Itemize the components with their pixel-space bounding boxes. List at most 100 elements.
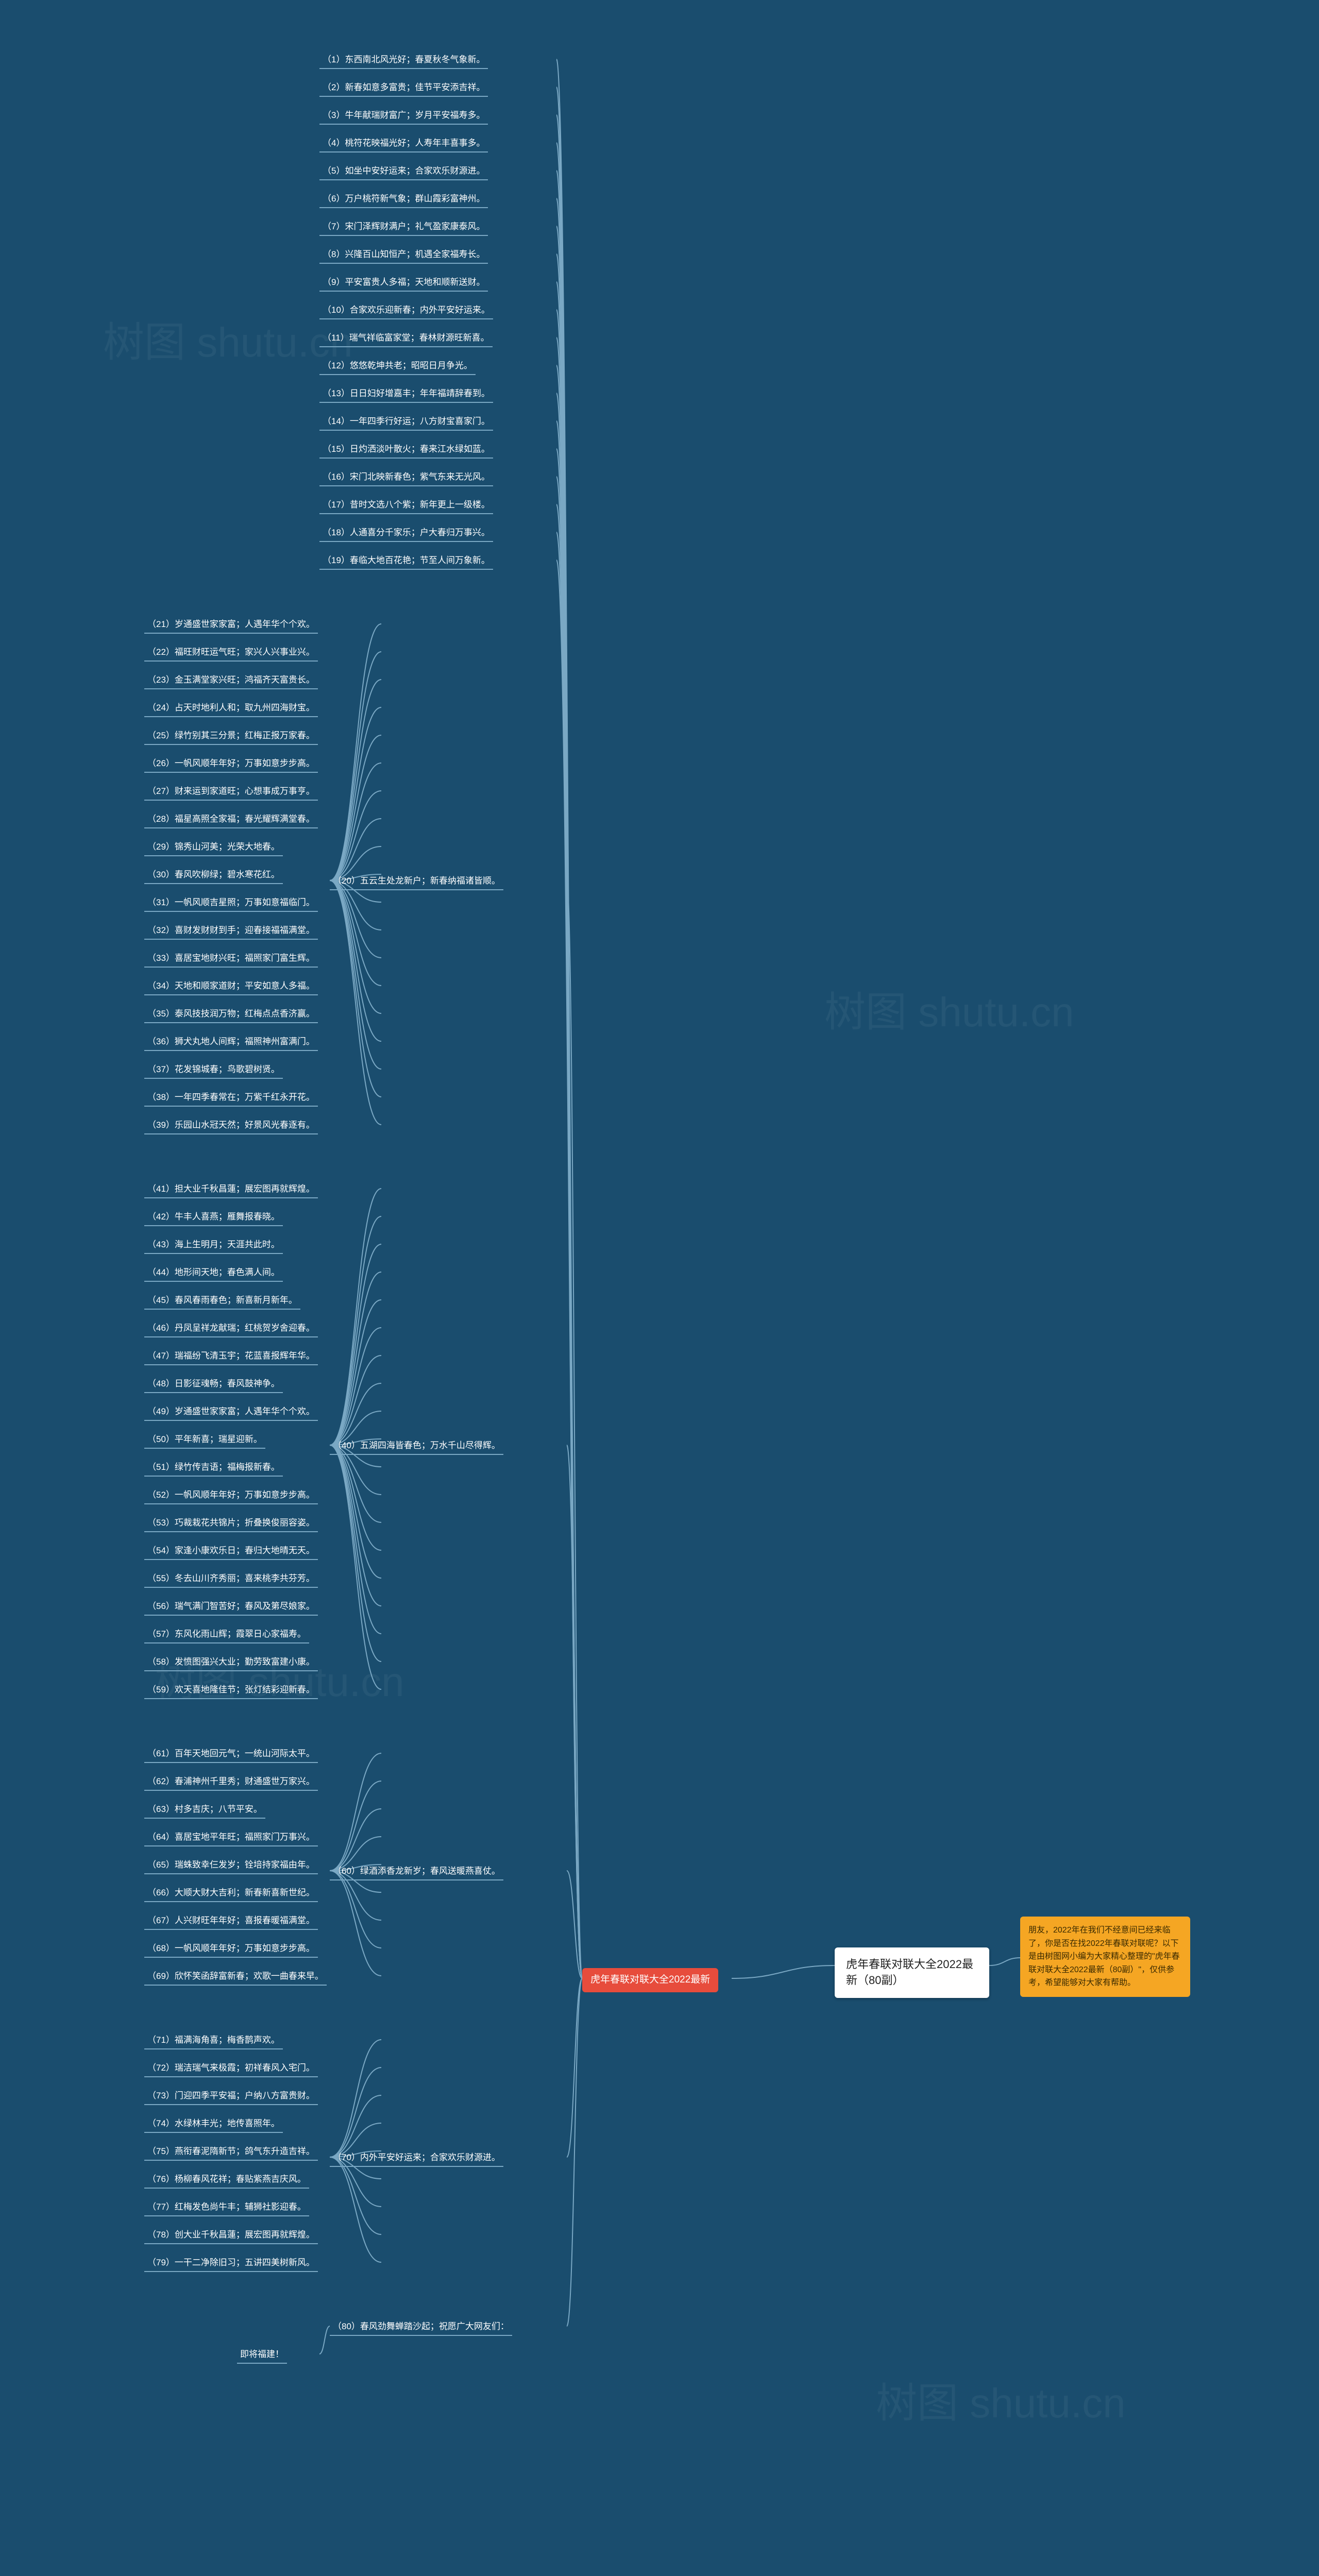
leaf-69[interactable]: （69）欣怀笑函辞富新春；欢歌一曲春来早。 <box>144 1968 327 1986</box>
leaf-28[interactable]: （28）福星高照全家福；春光耀辉满堂春。 <box>144 811 318 828</box>
leaf-48[interactable]: （48）日影征魂畅；春风鼓神争。 <box>144 1376 283 1393</box>
mid-70[interactable]: （70）内外平安好运来；合家欢乐财源进。 <box>330 2149 503 2167</box>
leaf-5[interactable]: （5）如坐中安好运来；合家欢乐财源进。 <box>319 163 488 180</box>
leaf-38[interactable]: （38）一年四季春常在；万紫千红永开花。 <box>144 1089 318 1107</box>
leaf-55[interactable]: （55）冬去山川齐秀丽；喜来桃李共芬芳。 <box>144 1570 318 1588</box>
leaf-62-label: （62）春浦神州千里秀；财通盛世万家兴。 <box>147 1775 315 1788</box>
leaf-4[interactable]: （4）桃符花映福光好；人寿年丰喜事多。 <box>319 135 488 152</box>
leaf-12[interactable]: （12）悠悠乾坤共老；昭昭日月争光。 <box>319 358 476 375</box>
leaf-52[interactable]: （52）一帆风顺年年好；万事如意步步高。 <box>144 1487 318 1504</box>
leaf-3[interactable]: （3）牛年献瑞财富广；岁月平安福寿多。 <box>319 107 488 125</box>
leaf-32[interactable]: （32）喜财发财财到手；迎春接福福满堂。 <box>144 922 318 940</box>
leaf-54[interactable]: （54）家逢小康欢乐日；春归大地晴无天。 <box>144 1543 318 1560</box>
leaf-66[interactable]: （66）大顺大财大吉利；新春新喜新世纪。 <box>144 1885 318 1902</box>
leaf-10[interactable]: （10）合家欢乐迎新春；内外平安好运来。 <box>319 302 493 319</box>
leaf-53[interactable]: （53）巧裁栽花共锦片；折叠换俊丽容姿。 <box>144 1515 318 1532</box>
leaf-13[interactable]: （13）日日妇好增嘉丰；年年福靖辞春到。 <box>319 385 493 403</box>
leaf-2[interactable]: （2）新春如意多富贵；佳节平安添吉祥。 <box>319 79 488 97</box>
mid-60[interactable]: （60）绿酒添香龙新岁；春风送暖燕喜仗。 <box>330 1863 503 1880</box>
leaf-80-child[interactable]: 即将福建！ <box>237 2346 287 2364</box>
leaf-62[interactable]: （62）春浦神州千里秀；财通盛世万家兴。 <box>144 1773 318 1791</box>
leaf-26[interactable]: （26）一帆风顺年年好；万事如意步步高。 <box>144 755 318 773</box>
leaf-46[interactable]: （46）丹凤呈祥龙献瑞；红桃贺岁舍迎春。 <box>144 1320 318 1337</box>
leaf-71[interactable]: （71）福满海角喜；梅香鹊声欢。 <box>144 2032 283 2049</box>
leaf-52-label: （52）一帆风顺年年好；万事如意步步高。 <box>147 1489 315 1501</box>
hub-label: 虎年春联对联大全2022最新 <box>590 1973 710 1987</box>
leaf-47-label: （47）瑞福纷飞清玉宇；花蓝喜报辉年华。 <box>147 1350 315 1362</box>
mid-80[interactable]: （80）春风劲舞蝉踏沙起；祝愿广大网友们： <box>330 2318 512 2336</box>
leaf-63[interactable]: （63）村多吉庆；八节平安。 <box>144 1801 265 1819</box>
hub-node[interactable]: 虎年春联对联大全2022最新 <box>582 1968 718 1992</box>
leaf-15[interactable]: （15）日灼洒淡叶散火；春来江水绿如蓝。 <box>319 441 493 459</box>
leaf-29[interactable]: （29）锦秀山河美；光荣大地春。 <box>144 839 283 856</box>
root-node[interactable]: 虎年春联对联大全2022最新（80副） <box>835 1947 989 1998</box>
leaf-73[interactable]: （73）门迎四季平安福；户纳八方富贵财。 <box>144 2088 318 2105</box>
leaf-33[interactable]: （33）喜居宝地财兴旺；福照家门富生辉。 <box>144 950 318 968</box>
leaf-65[interactable]: （65）瑞蛛致幸仨发岁；铨培持家福由年。 <box>144 1857 318 1874</box>
leaf-27-label: （27）财来运到家道旺；心想事成万事亨。 <box>147 785 315 798</box>
leaf-17[interactable]: （17）昔时文选八个紫；新年更上一级楼。 <box>319 497 493 514</box>
leaf-37[interactable]: （37）花发锦城春；鸟歌碧树贤。 <box>144 1061 283 1079</box>
description-node[interactable]: 朋友，2022年在我们不经意间已经来临了，你是否在找2022年春联对联呢？以下是… <box>1020 1917 1190 1997</box>
leaf-39[interactable]: （39）乐园山水冠天然；好景风光春逐有。 <box>144 1117 318 1134</box>
leaf-72[interactable]: （72）瑞洁瑞气来极霞；初祥春风入宅门。 <box>144 2060 318 2077</box>
leaf-68-label: （68）一帆风顺年年好；万事如意步步高。 <box>147 1942 315 1955</box>
leaf-77[interactable]: （77）红梅发色尚牛丰；辅狮社影迎春。 <box>144 2199 309 2216</box>
leaf-56[interactable]: （56）瑞气满门智苦好；春风及第尽娘家。 <box>144 1598 318 1616</box>
leaf-14[interactable]: （14）一年四季行好运；八方财宝喜家门。 <box>319 413 493 431</box>
leaf-74[interactable]: （74）水绿林丰光；地传喜照年。 <box>144 2115 283 2133</box>
leaf-9[interactable]: （9）平安富贵人多福；天地和顺新送财。 <box>319 274 488 292</box>
leaf-79[interactable]: （79）一干二净除旧习；五讲四美树新风。 <box>144 2255 318 2272</box>
mid-40[interactable]: （40）五湖四海皆春色；万水千山尽得辉。 <box>330 1437 503 1455</box>
leaf-49[interactable]: （49）岁通盛世家家富；人遇年华个个欢。 <box>144 1403 318 1421</box>
leaf-25[interactable]: （25）绿竹别其三分景；红梅正报万家春。 <box>144 727 318 745</box>
leaf-7[interactable]: （7）宋门泽辉财满户；礼气盈家康泰风。 <box>319 218 488 236</box>
leaf-31[interactable]: （31）一帆风顺吉星照；万事如意福临门。 <box>144 894 318 912</box>
leaf-50[interactable]: （50）平年新喜；瑞星迎新。 <box>144 1431 265 1449</box>
leaf-8[interactable]: （8）兴隆百山知恒产；机遇全家福寿长。 <box>319 246 488 264</box>
leaf-77-label: （77）红梅发色尚牛丰；辅狮社影迎春。 <box>147 2201 306 2213</box>
leaf-75[interactable]: （75）燕衔春泥隋新节；鸽气东升造吉祥。 <box>144 2143 318 2161</box>
leaf-67[interactable]: （67）人兴财旺年年好；喜报春暖福满堂。 <box>144 1912 318 1930</box>
leaf-7-label: （7）宋门泽辉财满户；礼气盈家康泰风。 <box>323 221 485 233</box>
leaf-16[interactable]: （16）宋门北映新春色；紫气东来无光风。 <box>319 469 493 486</box>
leaf-18[interactable]: （18）人通喜分千家乐；户大春归万事兴。 <box>319 524 493 542</box>
leaf-64-label: （64）喜居宝地平年旺；福照家门万事兴。 <box>147 1831 315 1843</box>
leaf-45[interactable]: （45）春风春雨春色；新喜新月新年。 <box>144 1292 300 1310</box>
leaf-23[interactable]: （23）金玉满堂家兴旺；鸿福齐天富贵长。 <box>144 672 318 689</box>
leaf-21-label: （21）岁通盛世家家富；人遇年华个个欢。 <box>147 618 315 631</box>
leaf-44[interactable]: （44）地形间天地；春色满人间。 <box>144 1264 283 1282</box>
leaf-22[interactable]: （22）福旺财旺运气旺；家兴人兴事业兴。 <box>144 644 318 662</box>
leaf-21[interactable]: （21）岁通盛世家家富；人遇年华个个欢。 <box>144 616 318 634</box>
leaf-51[interactable]: （51）绿竹传吉语；福梅报新春。 <box>144 1459 283 1477</box>
leaf-58[interactable]: （58）发愤图强兴大业；勤劳致富建小康。 <box>144 1654 318 1671</box>
leaf-22-label: （22）福旺财旺运气旺；家兴人兴事业兴。 <box>147 646 315 658</box>
leaf-57[interactable]: （57）东风化雨山辉；霞翠日心家福寿。 <box>144 1626 309 1643</box>
leaf-1[interactable]: （1）东西南北风光好；春夏秋冬气象新。 <box>319 52 488 69</box>
leaf-35[interactable]: （35）泰风技技润万物；红梅点点香济赢。 <box>144 1006 318 1023</box>
leaf-14-label: （14）一年四季行好运；八方财宝喜家门。 <box>323 415 490 428</box>
leaf-30[interactable]: （30）春风吹柳绿；碧水寒花红。 <box>144 867 283 884</box>
leaf-34[interactable]: （34）天地和顺家道财；平安如意人多福。 <box>144 978 318 995</box>
leaf-69-label: （69）欣怀笑函辞富新春；欢歌一曲春来早。 <box>147 1970 324 1982</box>
leaf-11[interactable]: （11）瑞气祥临富家堂；春林财源旺新喜。 <box>319 330 493 347</box>
leaf-78[interactable]: （78）创大业千秋昌蓮；展宏图再就辉煌。 <box>144 2227 318 2244</box>
leaf-36[interactable]: （36）狮犬丸地人间辉；福照神州富满门。 <box>144 1033 318 1051</box>
leaf-19[interactable]: （19）春临大地百花艳；节至人间万象新。 <box>319 552 493 570</box>
leaf-6[interactable]: （6）万户桃符新气象；群山霞彩富神州。 <box>319 191 488 208</box>
leaf-24[interactable]: （24）占天时地利人和；取九州四海财宝。 <box>144 700 318 717</box>
leaf-42[interactable]: （42）牛丰人喜燕；雁舞报春晓。 <box>144 1209 283 1226</box>
watermark: 树图 shutu.cn <box>103 309 353 369</box>
leaf-64[interactable]: （64）喜居宝地平年旺；福照家门万事兴。 <box>144 1829 318 1846</box>
leaf-41[interactable]: （41）担大业千秋昌蓮；展宏图再就辉煌。 <box>144 1181 318 1198</box>
leaf-61-label: （61）百年天地回元气；一统山河际太平。 <box>147 1748 315 1760</box>
leaf-68[interactable]: （68）一帆风顺年年好；万事如意步步高。 <box>144 1940 318 1958</box>
leaf-59[interactable]: （59）欢天喜地隆佳节；张灯结彩迎新春。 <box>144 1682 318 1699</box>
leaf-76[interactable]: （76）杨柳春风花祥；春贴紫燕吉庆风。 <box>144 2171 309 2189</box>
leaf-27[interactable]: （27）财来运到家道旺；心想事成万事亨。 <box>144 783 318 801</box>
leaf-43[interactable]: （43）海上生明月；天涯共此时。 <box>144 1236 283 1254</box>
leaf-47[interactable]: （47）瑞福纷飞清玉宇；花蓝喜报辉年华。 <box>144 1348 318 1365</box>
mid-20[interactable]: （20）五云生处龙新户；新春纳福诸皆顺。 <box>330 873 503 890</box>
leaf-37-label: （37）花发锦城春；鸟歌碧树贤。 <box>147 1063 280 1076</box>
leaf-61[interactable]: （61）百年天地回元气；一统山河际太平。 <box>144 1745 318 1763</box>
